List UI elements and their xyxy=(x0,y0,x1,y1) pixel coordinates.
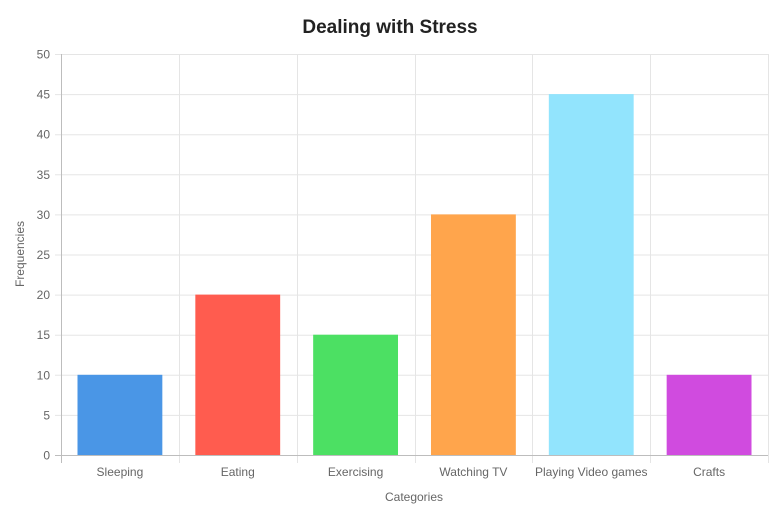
y-tick-label: 5 xyxy=(43,408,50,422)
x-axis-label: Categories xyxy=(385,490,443,504)
bar-exercising[interactable] xyxy=(313,334,399,455)
y-tick-label: 15 xyxy=(37,328,51,342)
y-tick-label: 40 xyxy=(37,128,51,142)
y-tick-label: 50 xyxy=(37,48,51,62)
bar-eating[interactable] xyxy=(195,294,281,455)
y-tick-label: 45 xyxy=(37,88,51,102)
y-tick-label: 20 xyxy=(37,288,51,302)
y-tick-label: 25 xyxy=(37,248,51,262)
x-axis-ticks: Sleeping Eating Exercising Watching TV Playi… xyxy=(97,465,726,479)
x-tick-label: Crafts xyxy=(693,465,725,479)
bar-watching-tv[interactable] xyxy=(430,214,516,455)
chart-title: Dealing with Stress xyxy=(302,17,477,38)
y-tick-label: 10 xyxy=(37,368,51,382)
x-tick-label: Sleeping xyxy=(97,465,144,479)
axes xyxy=(55,54,768,463)
y-axis-label: Frequencies xyxy=(13,221,27,287)
bars xyxy=(77,94,752,455)
bar-playing-video-games[interactable] xyxy=(548,94,634,455)
y-tick-label: 35 xyxy=(37,168,51,182)
y-axis-ticks: 0 5 10 15 20 25 30 35 40 45 50 xyxy=(37,48,51,463)
x-tick-label: Exercising xyxy=(328,465,383,479)
bar-crafts[interactable] xyxy=(666,374,752,455)
x-tick-label: Eating xyxy=(221,465,255,479)
y-tick-label: 0 xyxy=(43,449,50,463)
y-tick-label: 30 xyxy=(37,208,51,222)
x-tick-label: Watching TV xyxy=(439,465,507,479)
x-tick-label: Playing Video games xyxy=(535,465,648,479)
bar-sleeping[interactable] xyxy=(77,374,163,455)
